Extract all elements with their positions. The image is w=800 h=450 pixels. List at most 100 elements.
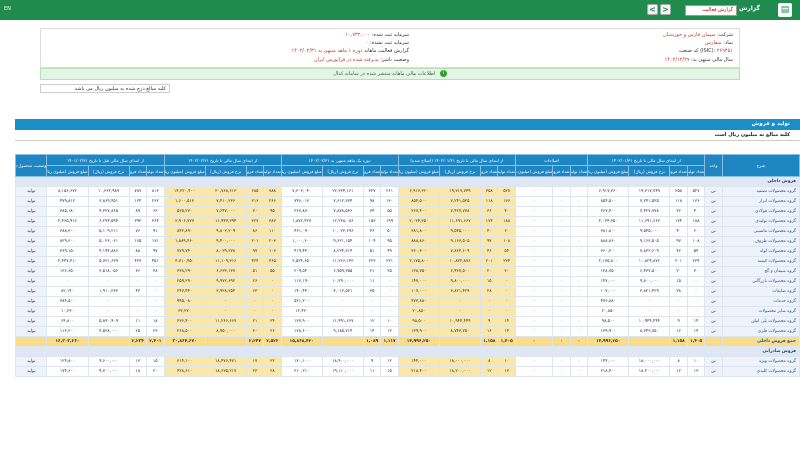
table-cell: ۱۰,۸۲۴,۸۷۶ bbox=[438, 256, 482, 267]
clipboard-icon: ▤ bbox=[778, 3, 792, 17]
table-cell: ۹ bbox=[480, 316, 499, 327]
section-title: تولید و فروش bbox=[15, 119, 800, 130]
table-cell: ۶۴,۸۰۰ bbox=[46, 316, 89, 327]
table-cell: ۱۸,۰۰۰,۰۰۰ bbox=[438, 356, 482, 367]
table-cell: ۲۱۸,۴۰۰ bbox=[397, 366, 440, 377]
next-button[interactable]: > bbox=[660, 4, 671, 15]
product-unit: تن bbox=[704, 296, 723, 307]
table-cell: ۱۱۳,۲۰۰ bbox=[46, 326, 89, 337]
product-status: تولید bbox=[14, 236, 48, 247]
language-toggle[interactable]: EN bbox=[4, 6, 11, 12]
table-cell: ۳۰,۸۶۴,۶۷۰ bbox=[163, 336, 206, 347]
table-cell: ۱۲,۲۳۸,۰۸۶ bbox=[321, 216, 364, 227]
column-subheader: تعداد فروش bbox=[128, 165, 148, 177]
table-cell: ۲۱۸,۴۰۰ bbox=[587, 366, 630, 377]
report-type-select[interactable]: گزارش فعالیت bbox=[685, 5, 737, 16]
product-status: تولید bbox=[14, 326, 48, 337]
table-cell: ۹,۱۶۳,۵۰۵ bbox=[438, 236, 482, 247]
table-cell: ۱۳۷,۹۰۰ bbox=[280, 316, 323, 327]
table-cell: ۲۲ bbox=[263, 356, 282, 367]
column-group-header: از ابتدای سال مالی تا تاریخ ۱۴۰۲/۰۱/۳۱ (… bbox=[397, 154, 516, 166]
table-cell: ۴۲۸,۶۱۰ bbox=[163, 366, 206, 377]
table-cell: ۷,۴۱۰,۲۳۶ bbox=[204, 196, 247, 207]
table-cell: ۱۲۶,۶۵۰ bbox=[46, 266, 89, 277]
column-subheader: تعداد تولید bbox=[263, 165, 282, 177]
table-cell: ۱۳۰ bbox=[380, 196, 399, 207]
table-cell: ۵۱ bbox=[362, 246, 382, 257]
table-cell: ۱,۸۸۹,۴۶۰ bbox=[163, 236, 206, 247]
table-cell: ۱۳۶ bbox=[497, 196, 516, 207]
table-row: گروه محصولات پلی اتیلن تن ۱۴ ۹ ۱۰,۹۴۴,۴۴۴ ۹۸,… bbox=[14, 316, 800, 327]
table-cell: ۴۰ bbox=[669, 226, 688, 237]
table-cell: ۱,۱۵۸ bbox=[669, 336, 688, 347]
table-cell: ۰ bbox=[569, 286, 589, 297]
product-name: گروه محصولات کیسه bbox=[721, 256, 800, 267]
table-cell: ۱۰ bbox=[497, 356, 516, 367]
table-cell: ۰ bbox=[552, 306, 571, 317]
table-cell: ۱۴۰,۴۴۰ bbox=[280, 286, 323, 297]
table-cell: ۰ bbox=[686, 286, 706, 297]
table-cell: ۰ bbox=[128, 296, 148, 307]
table-cell: ۱۲۸,۷۵۰ bbox=[587, 266, 630, 277]
product-name: گروه خدمات bbox=[721, 296, 800, 307]
table-cell: ۰ bbox=[146, 296, 165, 307]
table-cell: ۹,۱۸۵,۷۱۴ bbox=[321, 326, 364, 337]
table-cell: ۰ bbox=[628, 306, 671, 317]
table-cell: ۰ bbox=[514, 316, 554, 327]
table-cell: ۲۶۷,۴۰۰ bbox=[397, 206, 440, 217]
column-subheader: مبلغ فروش (میلیون ریال) bbox=[397, 165, 440, 177]
table-cell: ۰ bbox=[569, 216, 589, 227]
product-status: تولید bbox=[14, 316, 48, 327]
table-cell: ۴۵۱ bbox=[146, 256, 165, 267]
report-period-label: گزارش فعالیت ماهانه bbox=[364, 48, 409, 54]
table-cell: ۲۳۱ bbox=[380, 256, 399, 267]
table-cell: ۲۸ bbox=[480, 286, 499, 297]
table-cell: ۴۸ bbox=[146, 266, 165, 277]
info-icon: i bbox=[439, 70, 447, 77]
table-cell: ۹۱ bbox=[146, 226, 165, 237]
column-subheader: تعداد فروش bbox=[552, 165, 571, 177]
table-cell: ۰ bbox=[569, 276, 589, 287]
product-name: گروه محصولات ویژه bbox=[721, 356, 800, 367]
column-group-header: از ابتدای سال مالی تا تاریخ ۱۴۰۲/۰۱/۳۱ bbox=[587, 154, 706, 166]
fiscal-label: سال مالی منتهی به: bbox=[691, 57, 733, 63]
table-cell: ۲۶ bbox=[263, 326, 282, 337]
table-cell: ۱۱,۶۹۱,۶۶۷ bbox=[438, 216, 482, 227]
table-cell: ۰ bbox=[569, 296, 589, 307]
table-cell: ۹,۴۰۰,۰۰۰ bbox=[204, 236, 247, 247]
table-cell: ۱۷۴,۶۰۰ bbox=[46, 366, 89, 377]
table-cell: ۰ bbox=[569, 256, 589, 267]
table-cell: ۱۳۹,۹۰۰ bbox=[587, 326, 630, 337]
table-cell: ۱۸,۰۰۰,۰۰۰ bbox=[628, 356, 671, 367]
table-cell: ۰ bbox=[87, 306, 130, 317]
table-cell: ۶,۲۷۴,۵۹۴ bbox=[87, 216, 130, 227]
prev-button[interactable]: < bbox=[647, 4, 658, 15]
table-cell: ۰ bbox=[552, 256, 571, 267]
table-cell: ۱۶,۳۰۳,۲۶۰ bbox=[46, 336, 89, 347]
table-cell: ۰ bbox=[380, 306, 399, 317]
table-cell: ۹۵ bbox=[263, 206, 282, 217]
table-cell: ۱۴ bbox=[362, 326, 382, 337]
table-cell: ۶,۹۱۷,۳۶۰ bbox=[587, 186, 630, 197]
product-unit: تن bbox=[704, 326, 723, 337]
table-cell: ۱۸۸ bbox=[497, 216, 516, 227]
table-cell: ۱,۰۸۹ bbox=[362, 336, 382, 347]
table-cell: ۰ bbox=[438, 306, 482, 317]
table-cell: ۱۲ bbox=[380, 326, 399, 337]
table-cell: ۷۰ bbox=[245, 206, 265, 217]
table-cell: ۱۱,۹۴۷,۳۹۴ bbox=[204, 216, 247, 227]
table-cell: ۱۱ bbox=[128, 316, 148, 327]
table-cell: ۱۹,۱۱۰,۰۰۰ bbox=[321, 366, 364, 377]
table-cell: ۲۳۴ bbox=[497, 256, 516, 267]
column-subheader: تعداد تولید bbox=[686, 165, 706, 177]
product-unit: تن bbox=[704, 286, 723, 297]
table-cell: ۱۱۳,۱۹۰ bbox=[280, 276, 323, 287]
table-cell: ۰ bbox=[514, 236, 554, 247]
table-cell: ۲,۱۷۵,۸۰۰ bbox=[587, 256, 630, 267]
table-cell: ۸۸ bbox=[128, 246, 148, 257]
table-cell: ۱۰۳ bbox=[263, 246, 282, 257]
table-cell: ۲,۵۳۴,۶۵۰ bbox=[280, 256, 323, 267]
table-cell: ۳۶۰,۳۰۰ bbox=[397, 246, 440, 257]
column-subheader: نرخ فروش (ریال) bbox=[628, 165, 671, 177]
table-cell: ۲۶۶ bbox=[263, 196, 282, 207]
